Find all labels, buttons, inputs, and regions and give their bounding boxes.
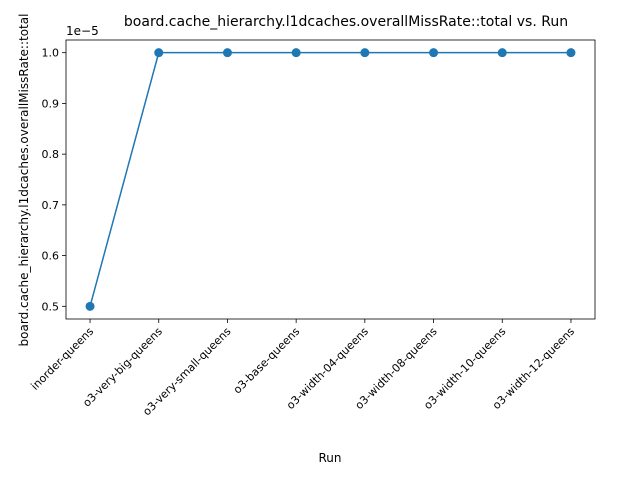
x-tick-label: inorder-queens — [28, 325, 96, 393]
data-point — [292, 48, 301, 57]
x-tick-label: o3-base-queens — [231, 325, 303, 397]
data-point — [223, 48, 232, 57]
y-tick-label: 0.6 — [42, 250, 60, 263]
y-axis: 0.5 0.6 0.7 0.8 0.9 1.0 — [42, 47, 67, 314]
y-tick-label: 0.8 — [42, 148, 60, 161]
x-axis: inorder-queenso3-very-big-queenso3-very-… — [28, 319, 577, 418]
data-point — [154, 48, 163, 57]
chart-title: board.cache_hierarchy.l1dcaches.overallM… — [124, 14, 568, 30]
y-tick-label: 0.5 — [42, 300, 60, 313]
data-points — [86, 48, 576, 311]
data-point — [498, 48, 507, 57]
plot-area — [66, 40, 595, 319]
y-tick-label: 0.7 — [42, 199, 60, 212]
data-point — [86, 302, 95, 311]
y-axis-label: board.cache_hierarchy.l1dcaches.overallM… — [17, 14, 31, 347]
y-offset-label: 1e−5 — [66, 24, 99, 38]
data-point — [360, 48, 369, 57]
data-point — [429, 48, 438, 57]
data-point — [566, 48, 575, 57]
y-tick-label: 0.9 — [42, 97, 60, 110]
series-line — [90, 53, 571, 307]
x-axis-label: Run — [318, 451, 341, 465]
y-tick-label: 1.0 — [42, 47, 60, 60]
